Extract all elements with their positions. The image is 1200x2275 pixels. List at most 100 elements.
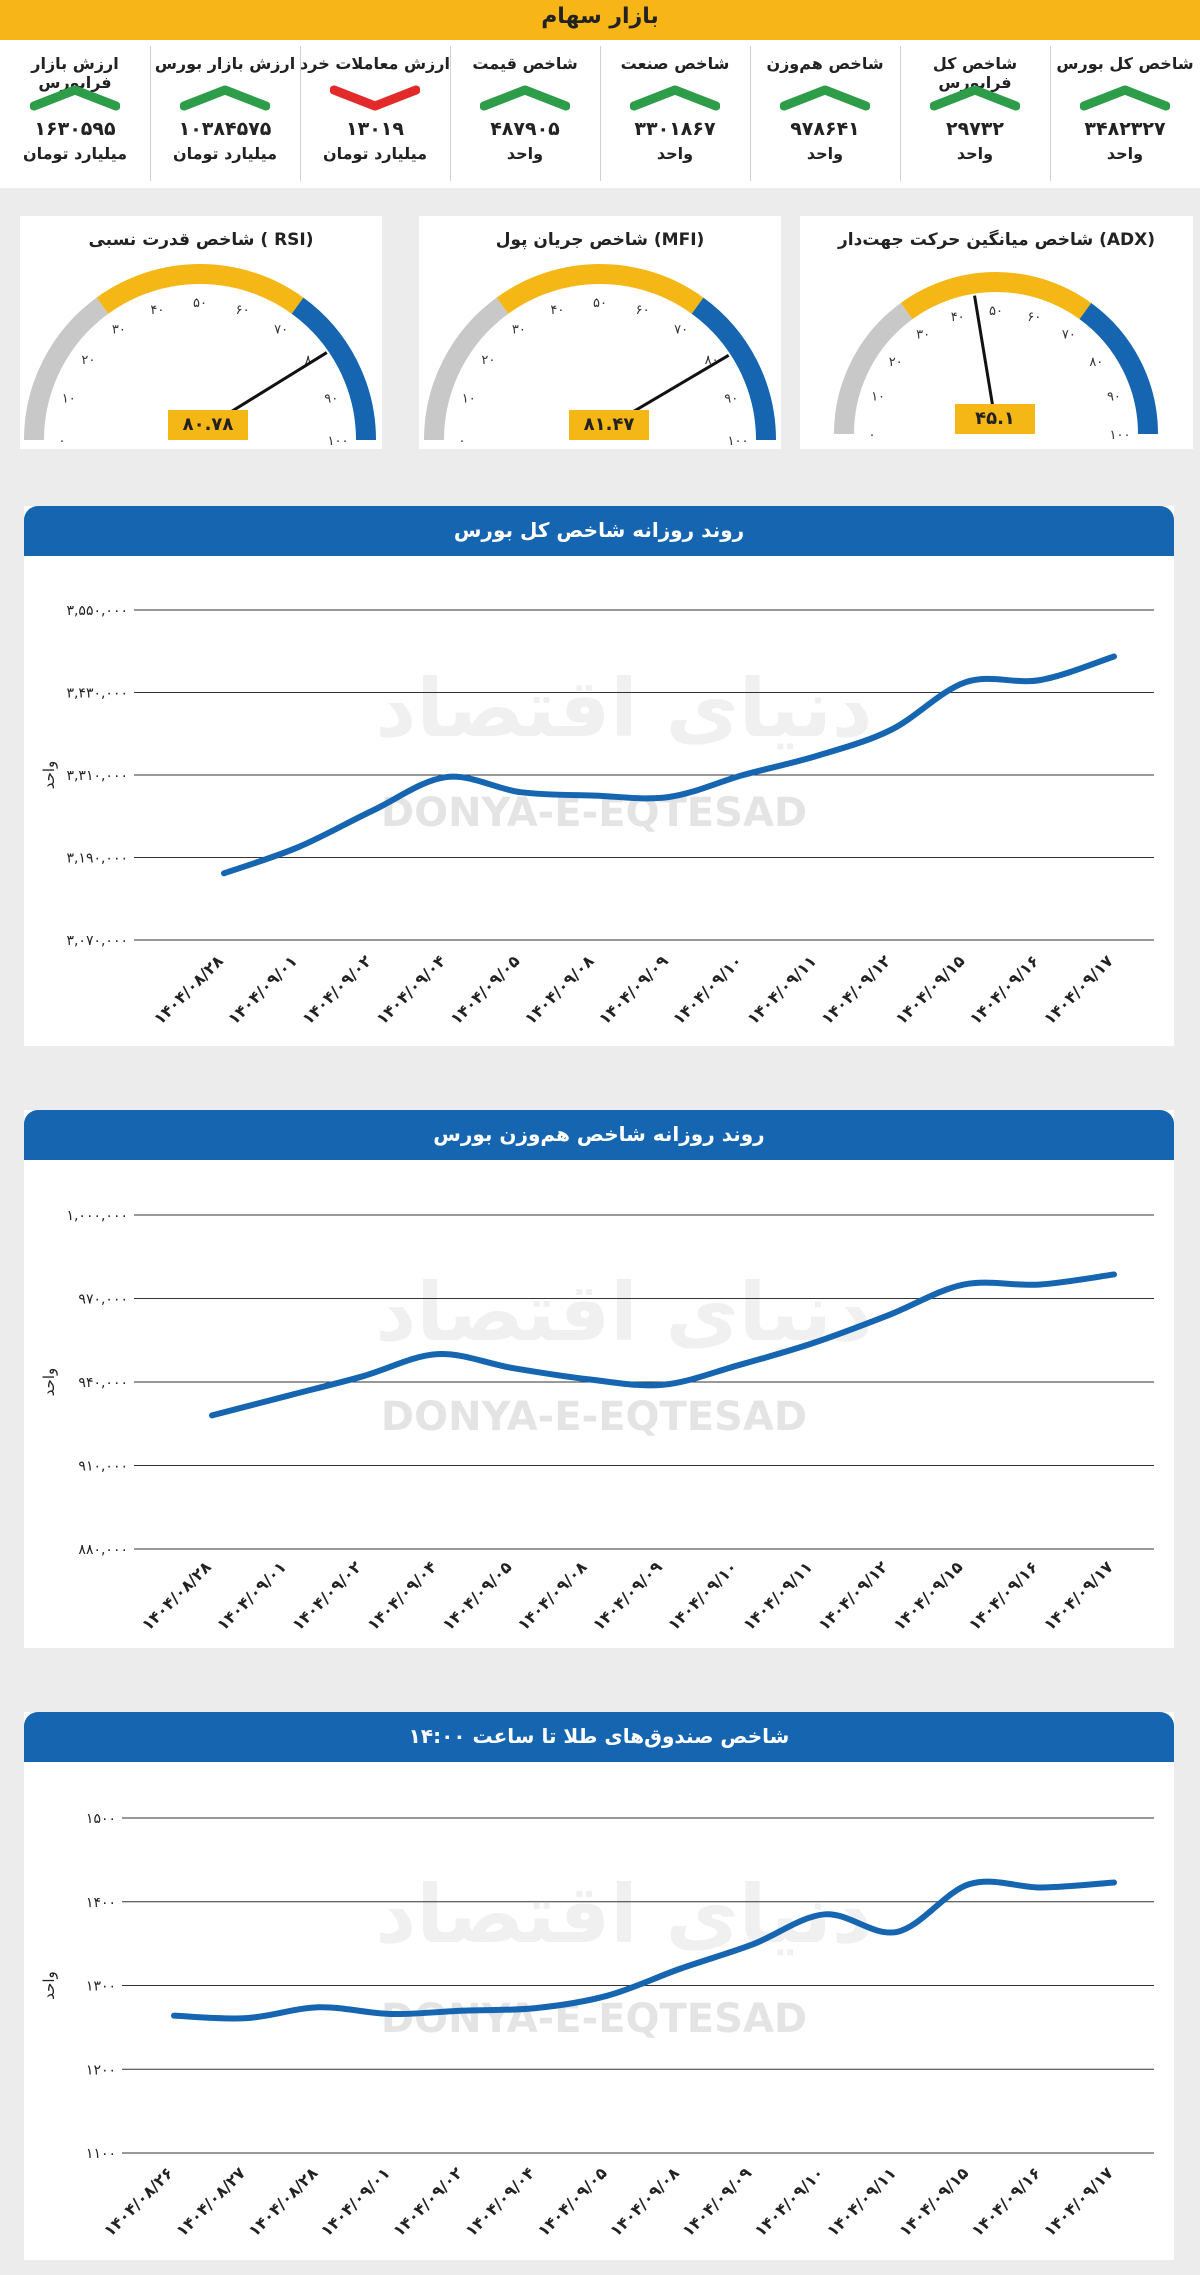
x-tick-label: ۱۴۰۴/۰۹/۰۴ <box>461 2163 538 2240</box>
gauge-tick-label: ۹۰ <box>724 391 738 406</box>
data-point <box>741 773 746 777</box>
y-tick-label: ۹۷۰,۰۰۰ <box>78 1292 128 1308</box>
kpi-label: شاخص کل فرابورس <box>932 54 1018 92</box>
data-point <box>1112 1272 1116 1277</box>
kpi-unit: میلیارد تومان <box>322 144 428 163</box>
gauge-panel-rsi: شاخص قدرت نسبی ( RSI) ۰۱۰۲۰۳۰۴۰۵۰۶۰۷۰۸۰۹… <box>20 216 382 449</box>
kpi-card: شاخص کل فرابورس ۲۹۷۳۲ واحد <box>900 40 1050 188</box>
gauge-zone-high <box>691 297 776 441</box>
x-tick-label: ۱۴۰۴/۰۹/۱۲ <box>817 951 894 1028</box>
x-tick-label: ۱۴۰۴/۰۹/۱۰ <box>751 2163 828 2240</box>
data-point <box>592 793 597 798</box>
gauge-tick-label: ۰ <box>59 434 66 449</box>
gauge-zone-high <box>291 297 376 441</box>
gauge-tick-label: ۱۰ <box>871 390 885 405</box>
watermark-text: DONYA-E-EQTESAD <box>381 1394 807 1440</box>
x-tick-label: ۱۴۰۴/۰۹/۰۲ <box>288 1557 365 1634</box>
kpi-divider <box>300 46 301 181</box>
data-point <box>585 1377 590 1382</box>
gauge-zone-mid <box>96 264 304 314</box>
data-point <box>963 680 968 685</box>
gauge-tick-label: ۵۰ <box>989 304 1003 319</box>
watermark-logo: دنیای اقتصاد <box>375 662 872 755</box>
trend-up-icon <box>630 85 720 111</box>
kpi-divider <box>450 46 451 181</box>
x-tick-label: ۱۴۰۴/۰۹/۰۱ <box>213 1557 290 1634</box>
data-point <box>811 1341 816 1346</box>
gauge-zone-mid <box>900 272 1092 320</box>
kpi-card: ارزش بازار فرابورس ۱۶۳۰۵۹۵ میلیارد تومان <box>0 40 150 188</box>
x-tick-label: ۱۴۰۴/۰۹/۱۷ <box>1040 2163 1117 2240</box>
data-point <box>172 2013 176 2018</box>
data-point <box>822 1912 827 1917</box>
gauge-zone-high <box>1079 302 1158 435</box>
kpi-value: ۹۷۸۶۴۱ <box>790 118 860 140</box>
x-tick-label: ۱۴۰۴/۰۹/۱۱ <box>743 951 820 1028</box>
y-axis-label: واحد <box>40 1971 58 2000</box>
gauge-needle <box>973 295 997 421</box>
y-tick-label: ۱۴۰۰ <box>86 1895 116 1911</box>
trend-up-icon <box>480 85 570 111</box>
x-tick-label: ۱۴۰۴/۰۹/۰۵ <box>534 2163 611 2240</box>
data-point <box>210 1413 214 1418</box>
gauge-tick-label: ۴۰ <box>150 303 164 318</box>
line-chart: دنیای اقتصاد DONYA-E-EQTESAD ۸۸۰,۰۰۰ ۹۱۰,۰۰… <box>40 1208 1154 1634</box>
gauge-tick-label: ۲۰ <box>81 353 95 368</box>
data-point <box>316 2005 321 2010</box>
kpi-unit: واحد <box>956 144 994 163</box>
y-tick-label: ۱۲۰۰ <box>86 2062 116 2078</box>
x-tick-label: ۱۴۰۴/۰۸/۲۸ <box>245 2163 322 2240</box>
trend-up-icon <box>180 85 270 111</box>
data-point <box>736 1363 741 1368</box>
trend-up-icon <box>1080 85 1170 111</box>
data-point <box>444 775 449 780</box>
kpi-value: ۱۰۳۸۴۵۷۵ <box>178 118 272 140</box>
kpi-value: ۱۶۳۰۵۹۵ <box>34 118 116 140</box>
trend-down-icon <box>330 85 420 111</box>
x-tick-label: ۱۴۰۴/۰۹/۰۴ <box>363 1557 440 1634</box>
x-tick-label: ۱۴۰۴/۰۹/۱۷ <box>1040 951 1117 1028</box>
gauge-tick-label: ۶۰ <box>636 303 650 318</box>
kpi-label: شاخص قیمت <box>472 54 578 73</box>
watermark-logo: دنیای اقتصاد <box>375 1868 872 1961</box>
data-point <box>889 727 894 732</box>
chart-title: روند روزانه شاخص کل بورس <box>24 506 1174 556</box>
trend-up-icon <box>780 85 870 111</box>
kpi-value: ۲۹۷۳۲ <box>946 118 1004 140</box>
data-point <box>244 2016 249 2021</box>
x-tick-label: ۱۴۰۴/۰۹/۰۸ <box>606 2163 683 2240</box>
gauge-tick-label: ۱۰ <box>62 391 76 406</box>
x-tick-label: ۱۴۰۴/۰۹/۰۸ <box>514 1557 591 1634</box>
gauge-tick-label: ۴۰ <box>951 310 965 325</box>
kpi-label: شاخص کل بورس <box>1056 54 1194 73</box>
kpi-label: شاخص هم‌وزن <box>766 54 884 73</box>
x-tick-label: ۱۴۰۴/۰۹/۰۲ <box>298 951 375 1028</box>
gauge-value-badge: ۸۱.۴۷ <box>569 410 649 440</box>
kpi-unit: واحد <box>656 144 694 163</box>
data-point <box>886 1313 891 1318</box>
data-point <box>895 1929 900 1934</box>
gauge-tick-label: ۶۰ <box>236 303 250 318</box>
kpi-unit: واحد <box>806 144 844 163</box>
chart-panel-gold-funds: شاخص صندوق‌های طلا تا ساعت ۱۴:۰۰ دنیای ا… <box>24 1712 1174 2260</box>
x-tick-label: ۱۴۰۴/۰۹/۱۲ <box>814 1557 891 1634</box>
x-tick-label: ۱۴۰۴/۰۸/۲۶ <box>100 2163 177 2240</box>
gauge-tick-label: ۹۰ <box>324 391 338 406</box>
gauge-tick-label: ۱۰۰ <box>1110 428 1131 443</box>
gauge-tick-label: ۵۰ <box>193 296 207 311</box>
gauge-tick-label: ۱۰۰ <box>328 434 349 449</box>
kpi-divider <box>600 46 601 181</box>
gauge-tick-label: ۱۰ <box>462 391 476 406</box>
watermark-logo: دنیای اقتصاد <box>375 1266 872 1359</box>
y-tick-label: ۱۱۰۰ <box>86 2146 116 2162</box>
y-tick-label: ۳,۵۵۰,۰۰۰ <box>66 603 128 619</box>
y-tick-label: ۳,۳۱۰,۰۰۰ <box>66 768 128 784</box>
kpi-card: ارزش بازار بورس ۱۰۳۸۴۵۷۵ میلیارد تومان <box>150 40 300 188</box>
x-tick-label: ۱۴۰۴/۰۹/۰۵ <box>439 1557 516 1634</box>
x-tick-label: ۱۴۰۴/۰۹/۱۰ <box>669 951 746 1028</box>
y-axis-label: واحد <box>40 761 58 790</box>
data-point <box>533 2006 538 2011</box>
x-tick-label: ۱۴۰۴/۰۹/۰۵ <box>447 951 524 1028</box>
